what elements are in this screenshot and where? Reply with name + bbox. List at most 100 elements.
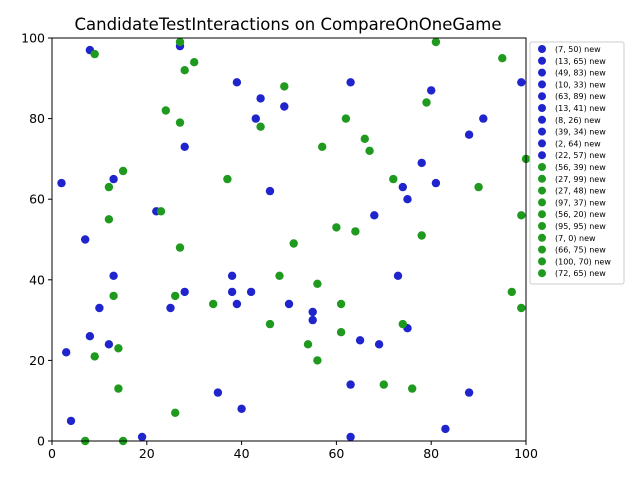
x-tick-label: 20 [139, 446, 155, 461]
data-point [209, 299, 218, 309]
legend-label: (7, 50) new [555, 45, 601, 54]
data-point [318, 142, 327, 151]
data-point [355, 336, 365, 345]
legend-marker [538, 233, 546, 242]
data-point [265, 186, 275, 196]
data-point [66, 416, 76, 426]
data-point [175, 118, 185, 127]
legend-label: (22, 57) new [555, 151, 606, 160]
data-point [280, 102, 289, 111]
y-tick-label: 80 [29, 111, 45, 126]
data-point [346, 432, 355, 442]
legend-label: (100, 70) new [555, 257, 611, 266]
data-point [90, 49, 99, 59]
plot-area: 0 20 40 60 80 100 0 20 40 60 80 100 [21, 31, 538, 462]
data-point [109, 174, 118, 184]
data-point [161, 106, 170, 115]
legend-marker [538, 269, 546, 278]
data-point [379, 380, 388, 389]
legend-label: (39, 34) new [555, 128, 606, 137]
legend-marker [538, 56, 546, 65]
data-point [246, 287, 256, 297]
data-point [109, 271, 118, 280]
data-point [389, 174, 398, 184]
data-point [346, 78, 355, 87]
data-point [336, 328, 346, 337]
y-tick-label: 20 [29, 353, 45, 368]
data-point [517, 303, 526, 313]
data-point [332, 223, 341, 232]
data-point [398, 319, 407, 329]
data-point [464, 388, 474, 397]
legend-marker [538, 245, 546, 254]
legend-label: (13, 65) new [555, 57, 606, 66]
data-point [464, 130, 474, 139]
legend-box [529, 41, 625, 285]
data-point [431, 178, 441, 188]
data-point [284, 299, 294, 309]
data-point [171, 291, 180, 301]
data-point [341, 114, 351, 123]
data-point [180, 287, 189, 297]
x-tick-label: 80 [423, 446, 439, 461]
legend-label: (56, 39) new [555, 163, 606, 172]
legend-label: (63, 89) new [555, 92, 606, 101]
data-point [166, 303, 175, 313]
data-point [313, 356, 322, 365]
legend-label: (2, 64) new [555, 139, 601, 148]
data-point [313, 279, 322, 288]
legend-marker [538, 257, 546, 266]
y-tick-label: 100 [21, 31, 45, 46]
data-point [237, 404, 246, 413]
data-point [289, 239, 298, 248]
data-point [360, 134, 369, 143]
data-point [85, 332, 95, 341]
legend-label: (49, 83) new [555, 69, 606, 78]
data-point [336, 299, 346, 309]
legend: (7, 50) new (13, 65) new (49, 83) new (10, … [529, 41, 625, 285]
data-point [308, 307, 317, 317]
data-point [507, 287, 516, 297]
chart-title: CandidateTestInteractions on CompareOnOn… [74, 15, 501, 34]
data-point [223, 174, 232, 184]
data-point [393, 271, 403, 280]
legend-label: (56, 20) new [555, 210, 606, 219]
legend-marker [538, 45, 546, 53]
data-point [137, 432, 147, 442]
data-point [213, 388, 223, 397]
data-point [57, 178, 66, 188]
data-point [104, 215, 114, 224]
legend-marker [538, 80, 546, 89]
legend-label: (10, 33) new [555, 80, 606, 89]
data-point [498, 54, 507, 63]
legend-label: (7, 0) new [555, 234, 596, 243]
data-point [180, 66, 189, 75]
data-point [408, 384, 417, 393]
data-point [227, 271, 237, 280]
data-point [175, 243, 185, 252]
y-tick-label: 60 [29, 192, 45, 207]
legend-marker [538, 198, 546, 207]
data-point [431, 37, 441, 47]
data-point [280, 82, 289, 91]
legend-label: (27, 99) new [555, 175, 606, 184]
data-point [275, 271, 284, 280]
data-point [427, 86, 436, 95]
data-point [175, 37, 185, 47]
data-point [517, 211, 526, 220]
data-point [90, 352, 99, 361]
legend-marker [538, 151, 546, 160]
data-point [118, 166, 128, 176]
data-point [308, 315, 317, 325]
legend-marker [538, 127, 546, 136]
data-point [61, 348, 71, 357]
data-point [398, 182, 407, 192]
x-tick-label: 100 [514, 446, 538, 461]
data-point [417, 231, 426, 240]
data-point [104, 182, 114, 192]
y-tick-label: 0 [37, 434, 45, 449]
data-point [171, 408, 180, 417]
data-point [81, 235, 90, 244]
data-point [180, 142, 189, 151]
